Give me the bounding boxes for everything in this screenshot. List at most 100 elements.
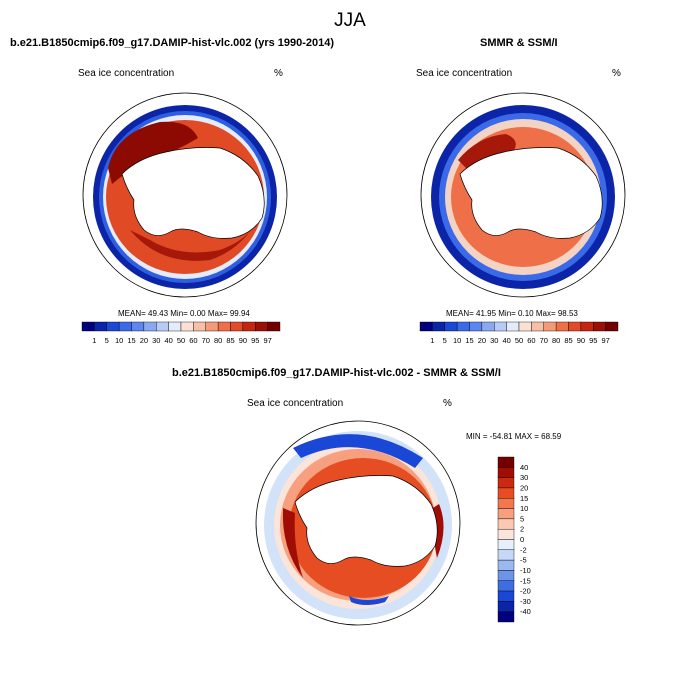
model-colorbar-tick-label: 80	[214, 336, 222, 345]
obs-colorbar-box	[531, 321, 544, 332]
obs-colorbar-tick-label: 15	[465, 336, 473, 345]
obs-colorbar-box	[568, 321, 582, 332]
diff-darkred-west	[282, 508, 303, 578]
diff-polar-map	[255, 420, 461, 626]
diff-colorbar-box	[497, 580, 515, 592]
obs-colorbar-box	[518, 321, 532, 332]
model-colorbar-box	[267, 321, 281, 332]
diff-colorbar-box	[497, 456, 515, 468]
model-colorbar-box	[217, 321, 231, 332]
diff-colorbar-tick-label: 5	[520, 514, 524, 523]
obs-colorbar-tick-label: 5	[443, 336, 447, 345]
obs-colorbar-tick-label: 60	[527, 336, 535, 345]
obs-colorbar-box	[481, 321, 495, 332]
obs-colorbar-box	[432, 321, 445, 332]
model-colorbar-tick-label: 40	[164, 336, 172, 345]
obs-colorbar-box	[605, 321, 619, 332]
model-map-outline	[82, 92, 288, 298]
figure-title: JJA	[334, 10, 366, 31]
diff-blue-north-arc	[293, 434, 423, 468]
diff-colorbar-box	[497, 590, 515, 602]
model-colorbar-tick-label: 1	[92, 336, 96, 345]
model-colorbar-box	[242, 321, 256, 332]
model-colorbar-tick-label: 10	[115, 336, 123, 345]
obs-colorbar-tick-label: 40	[502, 336, 510, 345]
obs-antarctica-land	[459, 147, 603, 239]
obs-colorbar-tick-label: 97	[601, 336, 609, 345]
obs-colorbar-box	[506, 321, 520, 332]
diff-colorbar-box	[497, 477, 515, 489]
diff-colorbar-tick-label: -15	[520, 576, 531, 585]
diff-colorbar-tick-label: -20	[520, 587, 531, 596]
obs-map-outline	[420, 92, 626, 298]
model-colorbar-box	[106, 321, 120, 332]
model-polar-map	[82, 92, 288, 298]
diff-map-outline	[255, 420, 461, 626]
obs-colorbar-box	[456, 321, 470, 332]
diff-colorbar-tick-label: -2	[520, 545, 527, 554]
obs-colorbar-box	[419, 321, 433, 332]
model-colorbar-box	[81, 321, 95, 332]
obs-colorbar-tick-label: 50	[515, 336, 523, 345]
diff-colorbar-tick-label: 2	[520, 525, 524, 534]
diff-colorbar-tick-label: -30	[520, 597, 531, 606]
model-colorbar-tick-label: 85	[226, 336, 234, 345]
model-colorbar-tick-label: 90	[239, 336, 247, 345]
diff-colorbar-box	[497, 518, 515, 530]
model-colorbar-tick-label: 15	[127, 336, 135, 345]
model-field-label: Sea ice concentration	[78, 68, 175, 79]
model-colorbar-box	[205, 321, 219, 332]
obs-ice-darkred-weddell	[458, 134, 516, 170]
model-colorbar-box	[168, 321, 182, 332]
diff-colorbar-box	[497, 467, 515, 478]
obs-colorbar-tick-label: 90	[577, 336, 585, 345]
diff-field-label: Sea ice concentration	[247, 398, 344, 409]
diff-stats: MIN = -54.81 MAX = 68.59	[466, 432, 562, 441]
diff-colorbar-tick-label: 40	[520, 463, 528, 472]
diff-colorbar-box	[497, 498, 515, 509]
obs-colorbar-tick-label: 70	[540, 336, 548, 345]
model-units-label: %	[274, 68, 283, 79]
model-panel-heading: b.e21.B1850cmip6.f09_g17.DAMIP-hist-vlc.…	[10, 37, 335, 49]
diff-colorbar-tick-label: -40	[520, 607, 531, 616]
model-colorbar-box	[156, 321, 169, 332]
model-colorbar-box	[143, 321, 157, 332]
model-colorbar-tick-label: 30	[152, 336, 160, 345]
diff-colorbar-tick-label: -10	[520, 566, 531, 575]
model-colorbar-tick-label: 97	[263, 336, 271, 345]
diff-colorbar-box	[497, 611, 515, 623]
diff-colorbar-box	[497, 528, 515, 540]
diff-colorbar-box	[497, 539, 515, 551]
diff-colorbar-tick-label: -5	[520, 556, 527, 565]
obs-colorbar-tick-label: 85	[564, 336, 572, 345]
diff-colorbar-box	[497, 549, 515, 561]
model-ice-darkred-ross	[130, 220, 258, 261]
obs-stats: MEAN= 41.95 Min= 0.10 Max= 98.53	[446, 309, 578, 318]
model-colorbar-box	[255, 321, 268, 332]
obs-polar-map	[420, 92, 626, 298]
diff-colorbar-box	[497, 508, 515, 520]
diff-colorbar-tick-label: 20	[520, 483, 528, 492]
obs-colorbar-box	[580, 321, 594, 332]
obs-colorbar-box	[593, 321, 606, 332]
model-colorbar-tick-label: 20	[140, 336, 148, 345]
obs-field-label: Sea ice concentration	[416, 68, 513, 79]
obs-colorbar-box	[444, 321, 458, 332]
diff-colorbar-box	[497, 601, 515, 612]
diff-colorbar-tick-label: 30	[520, 473, 528, 482]
model-colorbar: 1 5 10 15 20 30 40 50 60 70 80 85 90 95 97	[81, 321, 281, 345]
diff-colorbar-tick-label: 15	[520, 494, 528, 503]
diff-blue-south-arc	[349, 596, 389, 605]
diff-colorbar-box	[497, 487, 515, 499]
obs-colorbar-tick-label: 95	[589, 336, 597, 345]
diff-colorbar-box	[497, 559, 515, 571]
model-colorbar-box	[94, 321, 107, 332]
model-colorbar-tick-label: 95	[251, 336, 259, 345]
model-stats: MEAN= 49.43 Min= 0.00 Max= 99.94	[118, 309, 250, 318]
obs-colorbar-tick-label: 10	[453, 336, 461, 345]
model-colorbar-tick-label: 70	[202, 336, 210, 345]
diff-panel-heading: b.e21.B1850cmip6.f09_g17.DAMIP-hist-vlc.…	[172, 367, 501, 379]
model-antarctica-land	[121, 147, 265, 239]
obs-panel-heading: SMMR & SSM/I	[480, 37, 558, 49]
